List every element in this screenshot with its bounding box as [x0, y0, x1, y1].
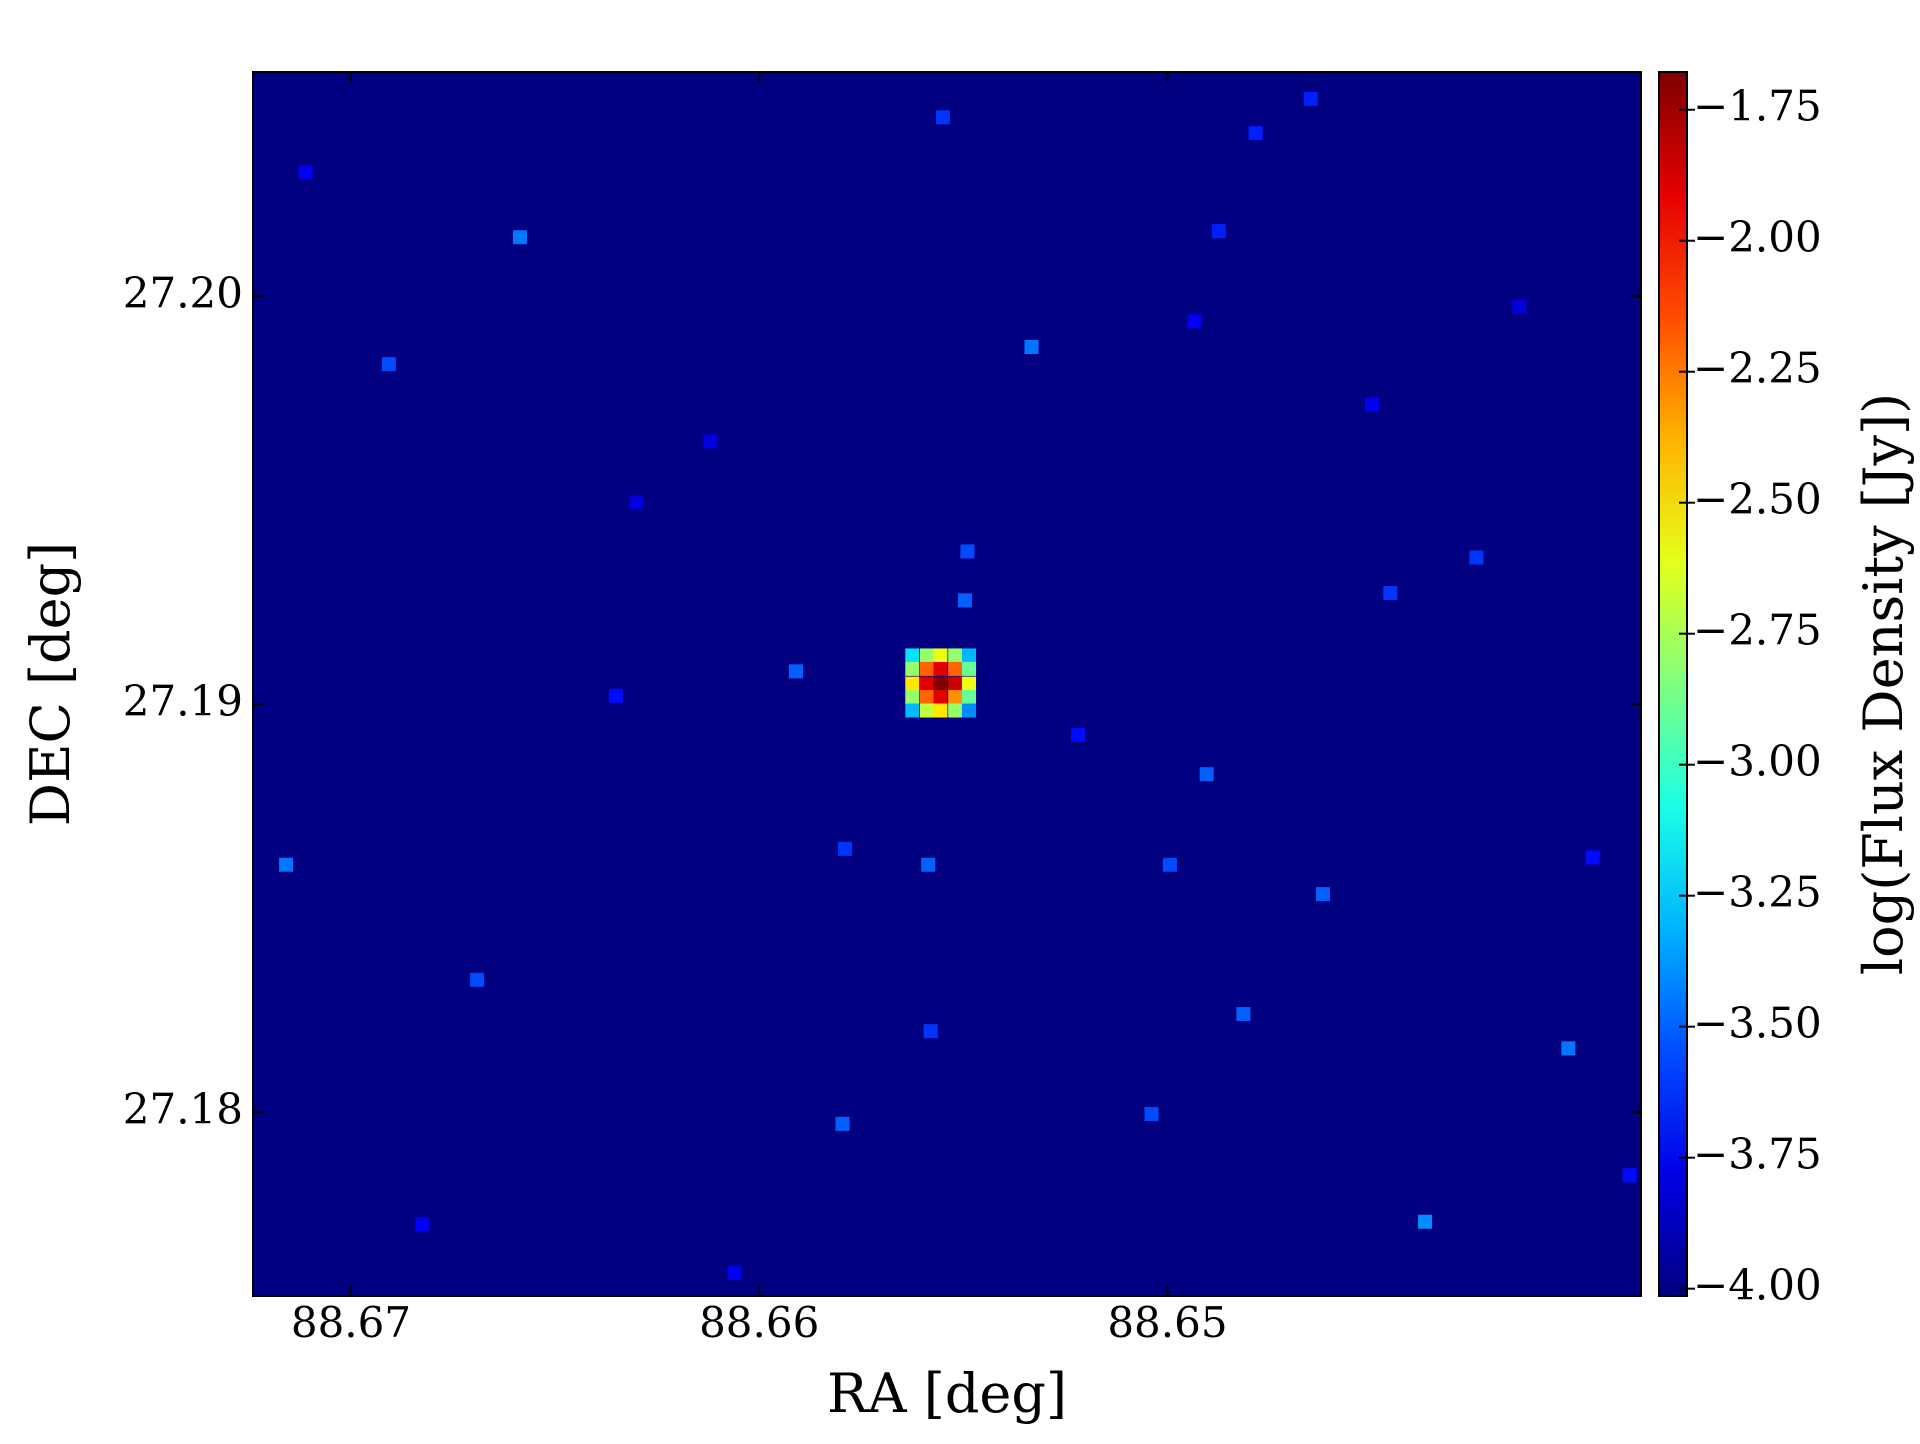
y-tick-label: 27.19 [123, 676, 243, 725]
cell [905, 703, 920, 718]
cell [1211, 224, 1226, 239]
cell [1199, 767, 1214, 782]
colorbar [1658, 71, 1688, 1297]
x-tick-label: 88.67 [291, 1298, 411, 1347]
colorbar-tick-label: −3.25 [1693, 868, 1822, 917]
colorbar-tick-label: −2.50 [1693, 475, 1822, 524]
cell [1248, 126, 1263, 141]
y-tick-label: 27.18 [123, 1084, 243, 1133]
cell [298, 165, 313, 180]
cell [948, 703, 963, 718]
cell [1383, 586, 1398, 601]
cell [962, 661, 977, 676]
colorbar-tick-label: −1.75 [1693, 82, 1822, 131]
cell [1561, 1041, 1576, 1056]
cell [957, 593, 972, 608]
cell [1512, 299, 1527, 314]
cells [279, 91, 1637, 1281]
cell [381, 357, 396, 372]
cell [962, 703, 977, 718]
cell [933, 661, 948, 676]
cell [837, 841, 852, 856]
cell [415, 1217, 430, 1232]
cell [703, 434, 718, 449]
cell [919, 676, 934, 691]
cell [1418, 1214, 1433, 1229]
cell [1364, 397, 1379, 412]
cell [1024, 339, 1039, 354]
cell [919, 661, 934, 676]
cell [948, 661, 963, 676]
colorbar-tick-label: −2.25 [1693, 344, 1822, 393]
cell [933, 676, 948, 691]
colorbar-tick-label: −3.75 [1693, 1130, 1822, 1179]
cell [835, 1116, 850, 1131]
cell [1144, 1107, 1159, 1122]
colorbar-tick-label: −2.00 [1693, 213, 1822, 262]
y-axis-label: DEC [deg] [19, 542, 82, 826]
cell [1236, 1007, 1251, 1022]
cell [788, 664, 803, 679]
cell [905, 690, 920, 705]
cell [608, 688, 623, 703]
cell [1071, 728, 1086, 742]
colorbar-tick-label: −3.50 [1693, 999, 1822, 1048]
cell [1187, 314, 1202, 329]
cell [933, 648, 948, 663]
cell [919, 703, 934, 718]
x-tick-label: 88.65 [1107, 1298, 1227, 1347]
cell [1303, 91, 1318, 106]
cell [629, 495, 644, 510]
cell [948, 648, 963, 663]
cell [948, 690, 963, 705]
cell [960, 544, 975, 559]
cell [921, 857, 936, 872]
cell [470, 972, 485, 987]
cell [919, 648, 934, 663]
y-tick-label: 27.20 [123, 268, 243, 317]
cell [905, 648, 920, 663]
cell [1469, 550, 1484, 565]
x-tick-label: 88.66 [699, 1298, 819, 1347]
colorbar-label: log(Flux Density [Jy]) [1852, 393, 1915, 975]
cell [1622, 1168, 1637, 1183]
cell [933, 703, 948, 718]
colorbar-tick-label: −3.00 [1693, 737, 1822, 786]
cell [1162, 857, 1177, 872]
cell [727, 1266, 742, 1281]
cell [962, 676, 977, 691]
cell [962, 648, 977, 663]
cell [923, 1024, 938, 1039]
cell [919, 690, 934, 705]
cell [962, 690, 977, 705]
cell [512, 230, 527, 245]
cell [905, 661, 920, 676]
cell [948, 676, 963, 691]
cell [905, 676, 920, 691]
cell [279, 857, 294, 872]
plot-frame [252, 71, 1642, 1297]
cell [933, 690, 948, 705]
cell [935, 110, 950, 125]
x-axis-label: RA [deg] [827, 1362, 1067, 1425]
cell [1585, 850, 1600, 865]
colorbar-tick-label: −4.00 [1693, 1261, 1822, 1310]
colorbar-tick-label: −2.75 [1693, 606, 1822, 655]
cell [1315, 887, 1330, 902]
